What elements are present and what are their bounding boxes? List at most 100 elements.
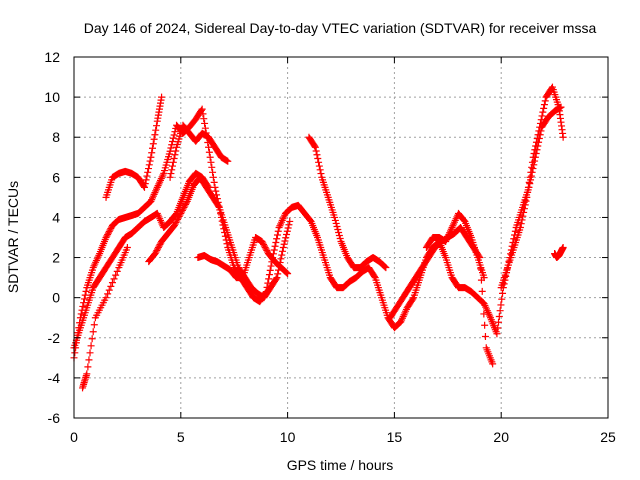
y-tick-label: 4: [52, 209, 60, 225]
data-point: [197, 106, 205, 114]
data-point: [528, 158, 536, 166]
data-point: [286, 217, 294, 225]
data-point: [312, 147, 320, 155]
data-point: [536, 123, 544, 131]
data-point: [277, 255, 285, 263]
y-tick-label: -2: [48, 330, 61, 346]
data-point: [260, 241, 268, 249]
series-track-1: [70, 103, 565, 362]
data-point: [285, 221, 293, 229]
data-point: [205, 148, 213, 156]
data-point: [146, 157, 154, 165]
data-point: [529, 153, 537, 161]
grid-lines: [74, 57, 608, 418]
data-point: [152, 126, 160, 134]
data-point: [315, 162, 323, 170]
data-point: [283, 230, 291, 238]
data-point: [498, 295, 506, 303]
data-point: [223, 240, 231, 248]
data-point: [516, 223, 524, 231]
data-point: [480, 310, 488, 318]
data-point: [520, 208, 528, 216]
data-point: [283, 269, 291, 277]
data-point: [335, 228, 343, 236]
data-point: [168, 166, 176, 174]
data-point: [523, 193, 531, 201]
data-point: [314, 155, 322, 163]
data-point: [212, 187, 220, 195]
data-point: [496, 307, 504, 315]
data-point: [283, 227, 291, 235]
data-point: [169, 134, 177, 142]
data-point: [201, 119, 209, 127]
series-track-2: [102, 93, 166, 201]
data-point: [306, 216, 314, 224]
data-point: [271, 242, 279, 250]
data-point: [84, 363, 92, 371]
data-point: [176, 211, 184, 219]
data-point: [77, 310, 85, 318]
data-point: [280, 240, 288, 248]
data-point: [200, 115, 208, 123]
data-point: [370, 272, 378, 280]
data-point: [518, 216, 526, 224]
data-point: [214, 202, 222, 210]
data-point: [83, 370, 91, 378]
data-point: [172, 218, 180, 226]
data-point: [201, 124, 209, 132]
data-point: [382, 264, 390, 272]
data-point: [335, 231, 343, 239]
data-point: [182, 200, 190, 208]
data-point: [150, 135, 158, 143]
y-tick-label: 8: [52, 129, 60, 145]
data-point: [489, 360, 497, 368]
data-point: [258, 238, 266, 246]
data-point: [481, 321, 489, 329]
data-point: [113, 267, 121, 275]
series-track-11: [497, 83, 567, 292]
data-point: [533, 134, 541, 142]
data-point: [85, 356, 93, 364]
data-point: [104, 290, 112, 298]
chart-title: Day 146 of 2024, Sidereal Day-to-day VTE…: [84, 20, 597, 36]
data-point: [123, 244, 131, 252]
data-point: [272, 275, 280, 283]
data-point: [530, 150, 538, 158]
data-point: [511, 227, 519, 235]
data-point: [171, 220, 179, 228]
series-track-3: [166, 121, 232, 181]
data-point: [525, 178, 533, 186]
x-tick-label: 5: [177, 429, 185, 445]
data-point: [71, 349, 79, 357]
data-point: [107, 282, 115, 290]
data-point: [182, 199, 190, 207]
data-point: [316, 166, 324, 174]
data-point: [535, 127, 543, 135]
series-track-7: [194, 234, 292, 282]
data-point: [167, 144, 175, 152]
data-point: [381, 263, 389, 271]
data-point: [336, 235, 344, 243]
data-point: [151, 131, 159, 139]
data-point: [541, 97, 549, 105]
y-tick-label: 10: [44, 89, 60, 105]
data-point: [178, 208, 186, 216]
data-point: [170, 221, 178, 229]
data-point: [106, 226, 114, 234]
data-point: [108, 279, 116, 287]
data-point: [208, 163, 216, 171]
x-tick-label: 0: [70, 429, 78, 445]
y-tick-label: 6: [52, 169, 60, 185]
data-point: [172, 147, 180, 155]
data-point: [141, 180, 149, 188]
data-point: [540, 104, 548, 112]
data-point: [103, 232, 111, 240]
data-point: [263, 247, 271, 255]
data-point: [211, 183, 219, 191]
data-point: [532, 142, 540, 150]
data-point: [90, 321, 98, 329]
data-point: [528, 163, 536, 171]
x-tick-label: 25: [600, 429, 616, 445]
data-point: [479, 299, 487, 307]
data-point: [522, 197, 530, 205]
